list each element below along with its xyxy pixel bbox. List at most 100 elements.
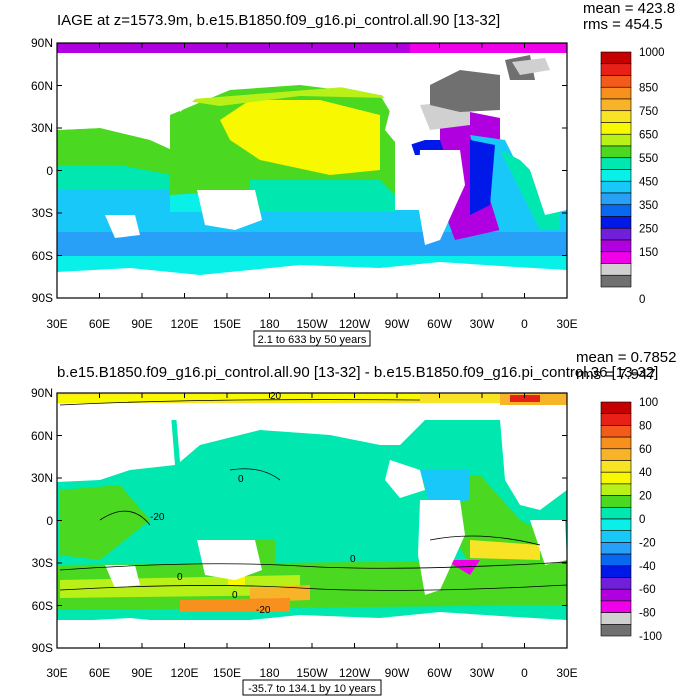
colorbar-swatch (600, 413, 632, 426)
lon-label: 30E (556, 317, 577, 331)
lon-label: 90W (385, 666, 410, 680)
contour-label: 0 (177, 572, 183, 583)
colorbar-swatch (600, 192, 632, 206)
colorbar-swatch (600, 612, 632, 625)
lon-label: 60E (89, 666, 110, 680)
range-box-top (253, 330, 371, 347)
lat-label: 30N (31, 121, 53, 135)
contour-labels: 20 0 0 0 0 -20 -20 (150, 391, 356, 616)
colorbar-label: 1000 (639, 47, 665, 59)
lon-label: 30E (556, 666, 577, 680)
lon-label: 150E (213, 666, 241, 680)
colorbar-swatch (600, 251, 632, 264)
lat-axis-bottom: 90N 60N 30N 0 30S 60S 90S (31, 386, 53, 655)
colorbar-bottom: 100 80 60 40 20 0 -20 -40 -60 -80 -100 (600, 397, 662, 643)
colorbar-label: 350 (639, 200, 658, 212)
lon-label: 120E (170, 666, 198, 680)
colorbar-swatch (600, 63, 632, 76)
colorbar-swatch (600, 401, 632, 414)
lon-label: 30E (46, 666, 67, 680)
lon-axis-bottom: 30E 60E 90E 120E 150E 180 150W 120W 90W … (46, 666, 577, 680)
contour-label: 0 (238, 474, 244, 485)
colorbar-swatch (600, 471, 632, 485)
colorbar-swatch (600, 448, 632, 461)
lat-label: 30N (31, 471, 53, 485)
panel-bottom: b.e15.B1850.f09_g16.pi_control.all.90 [1… (31, 349, 677, 696)
colorbar-swatch (600, 623, 632, 637)
colorbar-swatch (600, 483, 632, 496)
colorbar-swatch (600, 239, 632, 253)
colorbar-label: 450 (639, 176, 658, 188)
lat-label: 90N (31, 36, 53, 50)
colorbar-label: 750 (639, 106, 658, 118)
panel-bottom-rms: rms = 7.947 (576, 366, 656, 383)
colorbar-label: 100 (639, 397, 658, 409)
panel-top: IAGE at z=1573.9m, b.e15.B1850.f09_g16.p… (31, 0, 675, 347)
colorbar-swatch (600, 51, 632, 65)
colorbar-swatch (600, 577, 632, 590)
lat-label: 60S (32, 599, 53, 613)
lon-label: 60E (89, 317, 110, 331)
panel-bottom-mean: mean = 0.7852 (576, 349, 677, 366)
colorbar-swatch (600, 565, 632, 578)
colorbar-swatch (600, 460, 632, 473)
colorbar-label: 550 (639, 153, 658, 165)
colorbar-swatch (600, 274, 632, 288)
lon-label: 0 (521, 666, 528, 680)
contour-label: 0 (232, 590, 238, 601)
colorbar-label: -60 (639, 584, 656, 596)
contour-label: -20 (256, 605, 271, 616)
lat-label: 30S (32, 206, 53, 220)
colorbar-label: 40 (639, 467, 652, 479)
colorbar-swatch (600, 600, 632, 613)
panel-top-title: IAGE at z=1573.9m, b.e15.B1850.f09_g16.p… (57, 12, 500, 29)
lat-label: 90S (32, 641, 53, 655)
colorbar-swatch (600, 436, 632, 450)
range-box-bottom (242, 679, 382, 696)
lon-label: 60W (427, 666, 452, 680)
lat-axis-top: 90N 60N 30N 0 30S 60S 90S (31, 36, 53, 305)
colorbar-swatch (600, 227, 632, 241)
range-label-top: 2.1 to 633 by 50 years (258, 334, 367, 346)
map-bottom-ticks (57, 393, 567, 648)
lat-label: 90S (32, 291, 53, 305)
colorbar-label: 650 (639, 129, 658, 141)
colorbar-swatch (600, 75, 632, 88)
colorbar-swatch (600, 122, 632, 135)
colorbar-swatch (600, 495, 632, 508)
colorbar-label: 80 (639, 420, 652, 432)
lat-label: 0 (46, 514, 53, 528)
lon-label: 180 (259, 317, 279, 331)
colorbar-swatch (600, 145, 632, 159)
colorbar-swatch (600, 216, 632, 229)
range-label-bottom: -35.7 to 134.1 by 10 years (248, 683, 376, 695)
colorbar-swatch (600, 553, 632, 567)
lon-label: 150E (213, 317, 241, 331)
lon-label: 150W (296, 666, 328, 680)
lon-label: 60W (427, 317, 452, 331)
colorbar-swatch (600, 157, 632, 170)
colorbar-swatch (600, 180, 632, 194)
colorbar-swatch (600, 98, 632, 112)
colorbar-label: 850 (639, 82, 658, 94)
colorbar-label: -100 (639, 631, 662, 643)
colorbar-top: 1000 850 750 650 550 450 350 250 150 0 (600, 47, 665, 306)
lat-label: 60N (31, 429, 53, 443)
lon-label: 0 (521, 317, 528, 331)
lat-label: 30S (32, 556, 53, 570)
lon-label: 30W (470, 317, 495, 331)
lat-label: 90N (31, 386, 53, 400)
lon-label: 30W (470, 666, 495, 680)
colorbar-swatch (600, 86, 632, 100)
contour-label: 0 (350, 554, 356, 565)
panel-top-rms: rms = 454.5 (583, 16, 663, 33)
colorbar-label: 20 (639, 491, 652, 503)
colorbar-swatch (600, 425, 632, 438)
colorbar-swatch (600, 110, 632, 123)
lat-label: 60S (32, 249, 53, 263)
colorbar-label: 0 (639, 514, 645, 526)
lon-axis-top: 30E 60E 90E 120E 150E 180 150W 120W 90W … (46, 317, 577, 331)
lon-label: 180 (259, 666, 279, 680)
colorbar-swatch (600, 542, 632, 555)
